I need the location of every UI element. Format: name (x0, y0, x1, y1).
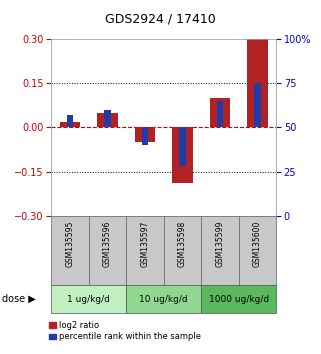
Text: 1 ug/kg/d: 1 ug/kg/d (67, 295, 110, 304)
Text: GSM135599: GSM135599 (215, 221, 224, 267)
Text: GSM135595: GSM135595 (65, 221, 74, 267)
Bar (216, 101, 223, 127)
Bar (210, 98, 230, 127)
Bar (89, 216, 126, 285)
Bar (135, 127, 155, 142)
Bar (254, 83, 261, 127)
Text: GSM135597: GSM135597 (141, 221, 150, 267)
Legend: log2 ratio, percentile rank within the sample: log2 ratio, percentile rank within the s… (49, 321, 201, 342)
Text: 10 ug/kg/d: 10 ug/kg/d (139, 295, 188, 304)
Text: dose ▶: dose ▶ (2, 294, 35, 304)
Text: GSM135598: GSM135598 (178, 221, 187, 267)
Bar (126, 216, 164, 285)
Text: 1000 ug/kg/d: 1000 ug/kg/d (209, 295, 269, 304)
Bar (239, 216, 276, 285)
Bar (126, 285, 201, 313)
Bar (164, 216, 201, 285)
Text: GDS2924 / 17410: GDS2924 / 17410 (105, 12, 216, 25)
Bar (51, 216, 89, 285)
Bar (104, 110, 111, 127)
Bar (97, 113, 118, 127)
Text: GSM135600: GSM135600 (253, 221, 262, 267)
Bar (142, 127, 148, 145)
Bar (60, 121, 80, 127)
Bar (201, 285, 276, 313)
Bar (172, 127, 193, 183)
Bar (247, 39, 268, 127)
Bar (179, 127, 186, 166)
Bar (201, 216, 239, 285)
Text: GSM135596: GSM135596 (103, 221, 112, 267)
Bar (51, 285, 126, 313)
Bar (67, 115, 74, 127)
